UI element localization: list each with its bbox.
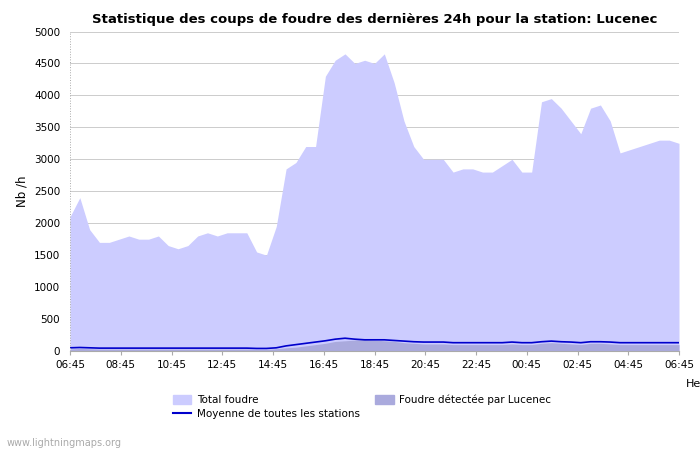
Text: www.lightningmaps.org: www.lightningmaps.org <box>7 438 122 448</box>
Legend: Total foudre, Moyenne de toutes les stations, Foudre détectée par Lucenec: Total foudre, Moyenne de toutes les stat… <box>173 395 551 419</box>
Title: Statistique des coups de foudre des dernières 24h pour la station: Lucenec: Statistique des coups de foudre des dern… <box>92 13 657 26</box>
Text: Heure: Heure <box>686 379 700 389</box>
Y-axis label: Nb /h: Nb /h <box>15 176 29 207</box>
